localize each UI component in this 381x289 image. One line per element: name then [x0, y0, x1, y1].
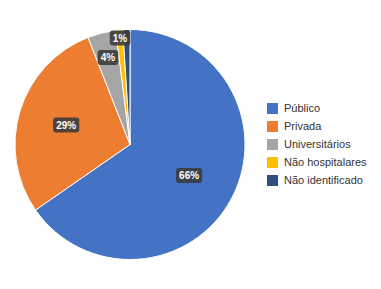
legend-label: Não identificado: [284, 174, 363, 186]
legend-swatch: [267, 157, 278, 168]
data-label: 66%: [176, 168, 202, 183]
data-label-box: [176, 168, 202, 183]
chart: Público Privada Universitários Não hospital…: [0, 0, 381, 289]
data-label: 29%: [53, 118, 79, 133]
data-label-text: 66%: [179, 170, 199, 181]
data-label-box: [98, 50, 119, 65]
legend-item: Não hospitalares: [267, 156, 367, 168]
slice: [15, 37, 130, 210]
legend-label: Não hospitalares: [284, 156, 367, 168]
legend-label: Universitários: [284, 138, 351, 150]
data-label-text: 29%: [56, 120, 76, 131]
legend-item: Não identificado: [267, 174, 363, 186]
legend-label: Privada: [284, 120, 322, 132]
data-label-text: 4%: [101, 52, 116, 63]
data-label: 4%: [98, 50, 119, 65]
data-label-text: 1%: [113, 33, 128, 44]
data-labels: 66% 29% 4% 1%: [53, 31, 202, 183]
legend-label: Público: [284, 102, 320, 114]
data-label: 1%: [110, 31, 131, 46]
slice: [88, 30, 130, 144]
legend-item: Privada: [267, 120, 322, 132]
legend-swatch: [267, 139, 278, 150]
legend-swatch: [267, 103, 278, 114]
slice: [116, 30, 130, 145]
legend-item: Público: [267, 102, 320, 114]
data-label-box: [53, 118, 79, 133]
legend-swatch: [267, 175, 278, 186]
slice: [123, 30, 130, 145]
data-label-box: [110, 31, 131, 46]
legend-item: Universitários: [267, 138, 351, 150]
legend-swatch: [267, 121, 278, 132]
pie: [15, 30, 245, 260]
legend: Público Privada Universitários Não hospital…: [267, 102, 367, 186]
